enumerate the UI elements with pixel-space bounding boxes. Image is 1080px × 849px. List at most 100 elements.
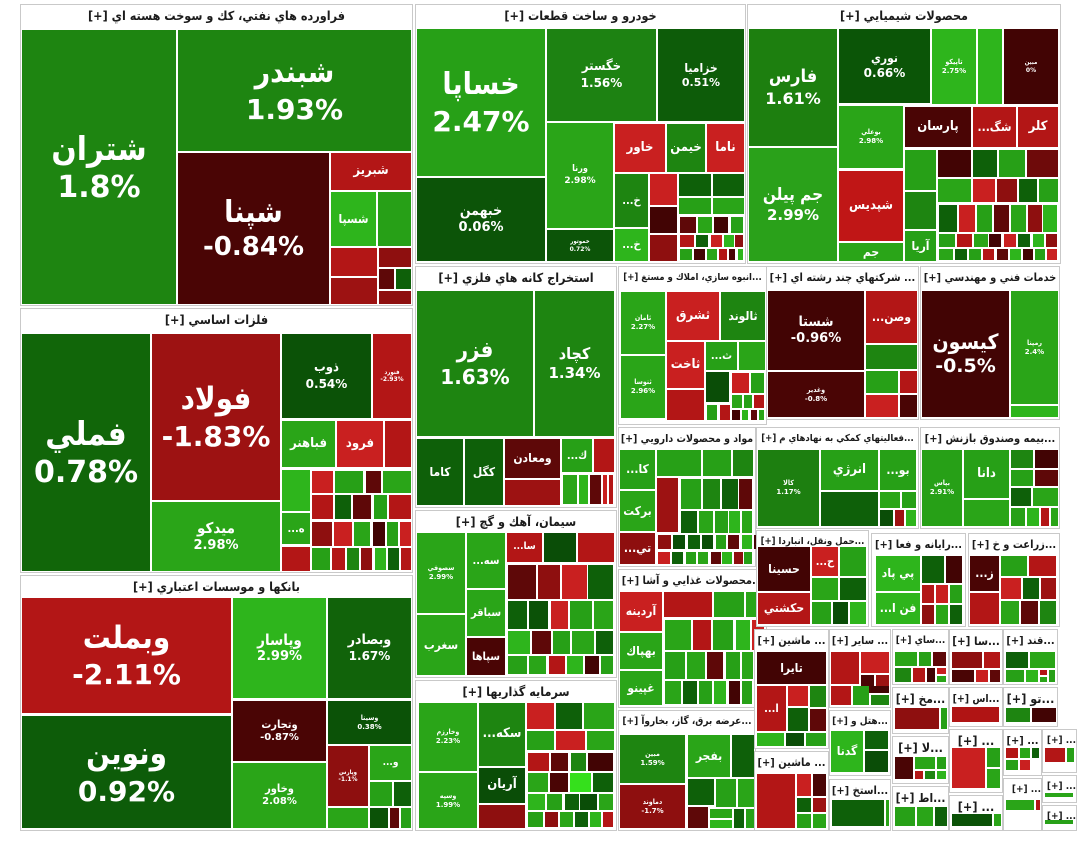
stock-tile-small[interactable] — [394, 782, 411, 806]
stock-tile[interactable]: فولاد -1.83% — [152, 334, 280, 500]
stock-tile-small[interactable] — [915, 771, 923, 779]
stock-tile-small[interactable] — [1023, 578, 1039, 599]
sector-title[interactable]: ...حمل ونقل، انباردا [+] — [760, 536, 865, 547]
stock-tile[interactable]: آردينه — [620, 592, 662, 631]
stock-tile-small[interactable] — [880, 492, 900, 508]
stock-tile[interactable]: كلر — [1018, 107, 1058, 147]
stock-tile-small[interactable] — [650, 174, 677, 205]
stock-tile-small[interactable] — [994, 814, 1001, 826]
stock-tile-small[interactable] — [532, 631, 551, 654]
stock-tile-small[interactable] — [396, 269, 411, 289]
stock-tile-small[interactable] — [726, 652, 740, 679]
stock-tile-small[interactable] — [1033, 488, 1058, 506]
stock-tile-small[interactable] — [734, 552, 743, 564]
stock-tile-small[interactable] — [527, 703, 554, 729]
stock-tile-small[interactable] — [599, 794, 613, 810]
stock-tile-small[interactable] — [744, 552, 752, 564]
stock-tile-small[interactable] — [312, 495, 333, 519]
stock-tile-small[interactable] — [952, 748, 985, 788]
stock-tile-small[interactable] — [312, 548, 330, 570]
stock-tile-small[interactable] — [850, 602, 866, 624]
sector-title[interactable]: ...رايانه و فعا [+] — [874, 538, 963, 551]
stock-tile-small[interactable] — [680, 235, 694, 247]
stock-tile[interactable]: فنورد -2.93% — [373, 334, 411, 418]
stock-tile-small[interactable] — [939, 234, 955, 247]
sector-title[interactable]: استخراج كانه هاي فلزي [+] — [438, 270, 594, 285]
stock-tile-small[interactable] — [664, 592, 712, 617]
stock-tile-small[interactable] — [786, 733, 804, 746]
stock-tile[interactable]: خساپا 2.47% — [417, 29, 545, 176]
stock-tile-small[interactable] — [665, 652, 685, 679]
stock-tile-small[interactable] — [742, 511, 752, 533]
stock-tile-small[interactable] — [1011, 450, 1033, 468]
stock-tile-small[interactable] — [821, 492, 878, 526]
stock-tile-small[interactable] — [919, 652, 931, 666]
stock-tile-small[interactable] — [665, 681, 681, 704]
stock-tile-small[interactable] — [742, 410, 748, 420]
stock-tile-small[interactable] — [549, 656, 565, 674]
stock-tile[interactable]: وپارس -1.1% — [328, 746, 368, 806]
stock-tile-small[interactable] — [572, 631, 594, 654]
stock-tile-small[interactable] — [688, 807, 708, 828]
stock-tile-small[interactable] — [713, 174, 744, 196]
stock-tile-small[interactable] — [895, 652, 917, 666]
stock-tile-small[interactable] — [713, 620, 733, 650]
stock-tile-small[interactable] — [895, 668, 911, 682]
stock-tile-small[interactable] — [601, 656, 613, 674]
stock-tile-small[interactable] — [667, 390, 704, 420]
stock-tile-small[interactable] — [710, 820, 732, 828]
stock-tile[interactable]: وخارزم 2.23% — [419, 703, 477, 771]
stock-tile-small[interactable] — [1006, 760, 1018, 770]
sector-title[interactable]: ... ماشين [+] — [757, 634, 826, 647]
stock-tile-small[interactable] — [553, 631, 570, 654]
stock-tile-small[interactable] — [694, 249, 705, 260]
stock-tile-small[interactable] — [657, 450, 701, 476]
stock-tile[interactable]: گدنا — [831, 731, 863, 772]
stock-tile-small[interactable] — [976, 670, 988, 682]
stock-tile-small[interactable] — [880, 510, 893, 526]
stock-tile[interactable]: ز... — [970, 556, 999, 591]
stock-tile-small[interactable] — [1029, 556, 1056, 576]
stock-tile-small[interactable] — [698, 552, 708, 564]
stock-tile[interactable]: بپاس 2.91% — [922, 450, 962, 526]
stock-tile-small[interactable] — [927, 668, 935, 682]
stock-tile[interactable]: ومعادن — [505, 439, 560, 478]
sector-title[interactable]: ...محصولات غذايي و آشا [+] — [621, 574, 764, 587]
stock-tile-small[interactable] — [1011, 470, 1033, 486]
stock-tile[interactable]: آريان — [479, 768, 525, 803]
stock-tile-small[interactable] — [556, 703, 582, 729]
stock-tile-small[interactable] — [999, 150, 1025, 177]
stock-tile[interactable]: دانا — [964, 450, 1009, 498]
stock-tile-small[interactable] — [739, 342, 765, 370]
stock-tile[interactable]: تاپيكو 2.75% — [932, 29, 976, 104]
stock-tile-small[interactable] — [658, 552, 670, 564]
stock-tile-small[interactable] — [528, 794, 545, 810]
stock-tile-small[interactable] — [702, 535, 713, 549]
stock-tile-small[interactable] — [983, 249, 994, 260]
stock-tile-small[interactable] — [1032, 748, 1039, 758]
stock-tile-small[interactable] — [1039, 179, 1058, 202]
stock-tile-small[interactable] — [1004, 234, 1016, 247]
stock-tile-small[interactable] — [385, 421, 411, 467]
sector-title[interactable]: ... [+] — [957, 733, 995, 748]
sector-title[interactable]: ...عرضه برق، گاز، بخاروآ [+] — [622, 716, 752, 727]
stock-tile-small[interactable] — [699, 511, 713, 533]
stock-tile[interactable]: مبين 1.59% — [620, 735, 685, 783]
stock-tile-small[interactable] — [973, 150, 997, 177]
stock-tile-small[interactable] — [735, 235, 743, 247]
stock-tile[interactable]: ثنوسا 2.96% — [621, 356, 665, 418]
stock-tile-small[interactable] — [719, 249, 727, 260]
stock-tile-small[interactable] — [714, 681, 726, 704]
stock-tile-small[interactable] — [354, 522, 370, 546]
sector-title[interactable]: محصولات شيميايي [+] — [840, 8, 969, 23]
stock-tile-small[interactable] — [865, 731, 888, 749]
stock-tile-small[interactable] — [866, 395, 898, 417]
stock-tile-small[interactable] — [711, 552, 721, 564]
stock-tile-small[interactable] — [650, 235, 677, 261]
stock-tile-small[interactable] — [970, 593, 999, 624]
stock-tile-small[interactable] — [361, 548, 372, 570]
stock-tile-small[interactable] — [806, 733, 826, 746]
stock-tile-small[interactable] — [913, 668, 925, 682]
stock-tile[interactable]: خيمن — [667, 124, 705, 172]
stock-tile-small[interactable] — [833, 602, 848, 624]
